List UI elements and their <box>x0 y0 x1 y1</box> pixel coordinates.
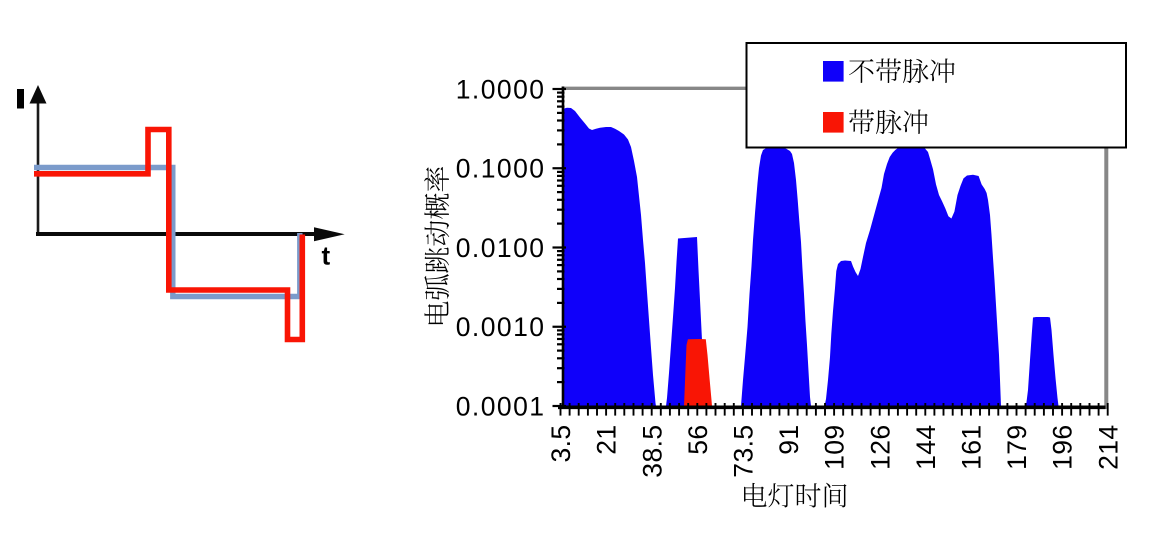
svg-text:126: 126 <box>865 425 895 470</box>
svg-text:0.0001: 0.0001 <box>456 391 546 421</box>
svg-text:3.5: 3.5 <box>546 425 576 463</box>
svg-text:38.5: 38.5 <box>637 425 667 478</box>
svg-text:0.0010: 0.0010 <box>456 312 546 342</box>
svg-text:91: 91 <box>774 425 804 455</box>
svg-text:109: 109 <box>820 425 850 470</box>
svg-text:161: 161 <box>957 425 987 470</box>
svg-text:196: 196 <box>1048 425 1078 470</box>
svg-text:73.5: 73.5 <box>729 425 759 478</box>
svg-text:56: 56 <box>683 425 713 455</box>
svg-text:t: t <box>322 241 331 271</box>
svg-text:1.0000: 1.0000 <box>456 74 546 104</box>
svg-text:214: 214 <box>1093 425 1123 470</box>
svg-text:144: 144 <box>911 425 941 470</box>
svg-text:179: 179 <box>1002 425 1032 470</box>
svg-text:0.0100: 0.0100 <box>456 233 546 263</box>
svg-text:21: 21 <box>592 425 622 455</box>
svg-text:0.1000: 0.1000 <box>456 154 546 184</box>
